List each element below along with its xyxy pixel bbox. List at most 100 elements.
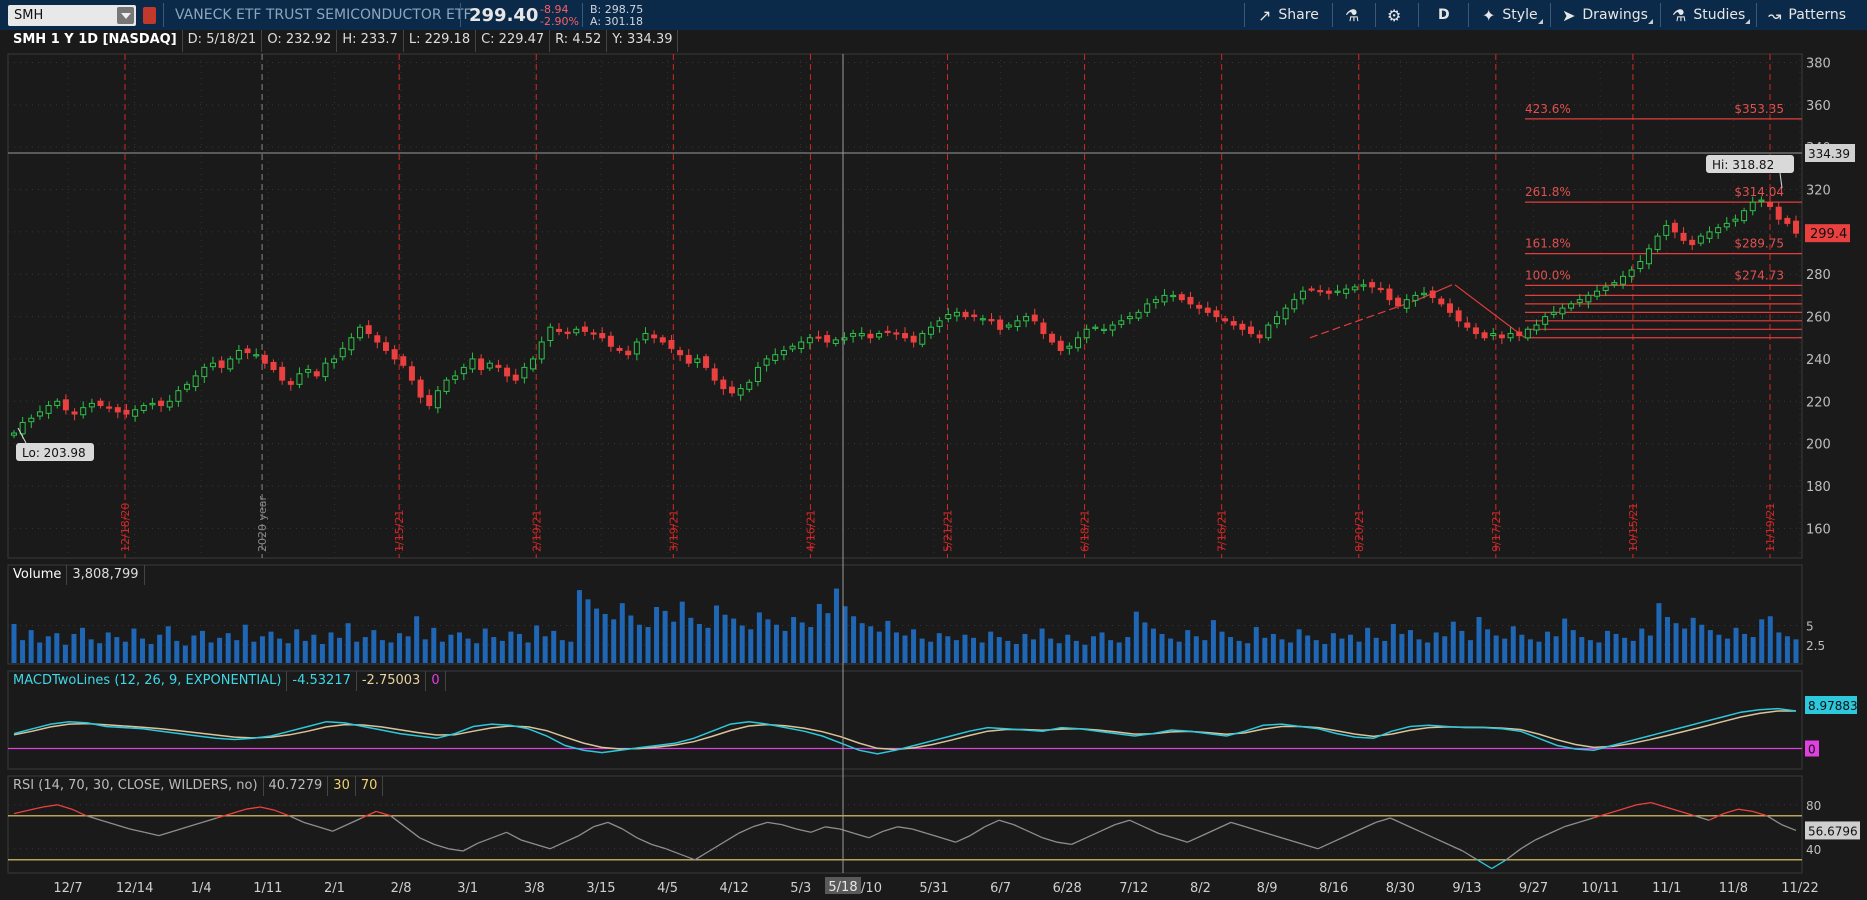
volume-bar [722, 614, 728, 663]
volume-bar [1733, 627, 1739, 663]
rsi-segment [984, 819, 1000, 828]
candle-body [88, 402, 95, 408]
rsi-segment [1057, 841, 1072, 846]
volume-bar [1339, 638, 1345, 663]
volume-bar [808, 627, 814, 663]
candle-body [1585, 294, 1592, 303]
aggregation-button[interactable]: D [1438, 0, 1450, 30]
chart-title: SMH 1 Y 1D [NASDAQ] [8, 30, 183, 52]
x-tick-label: 9/13 [1452, 881, 1481, 896]
volume-bar [851, 616, 857, 663]
fib-price-label: $289.75 [1734, 237, 1784, 251]
candle-body [478, 358, 485, 371]
candle-body [1524, 328, 1531, 339]
flag-icon[interactable] [143, 7, 156, 24]
rsi-label: RSI (14, 70, 30, CLOSE, WILDERS, no) [8, 776, 264, 796]
candle-body [1291, 299, 1298, 310]
rsi-segment [607, 821, 623, 830]
rsi-segment [71, 808, 87, 817]
volume-bar [1776, 632, 1782, 663]
volume-bar [1279, 639, 1285, 663]
volume-bar [182, 645, 188, 663]
volume-bar [1313, 640, 1319, 663]
x-tick-label: 8/30 [1386, 881, 1415, 896]
volume-bar [688, 617, 694, 663]
volume-bar [773, 624, 779, 663]
candle-body [677, 350, 684, 356]
candle-body [106, 406, 113, 409]
volume-bar [1262, 637, 1268, 663]
volume-bar [319, 643, 325, 663]
ask-price: A: 301.18 [590, 15, 644, 28]
volume-bar [1587, 640, 1593, 663]
drawings-button[interactable]: ➤ Drawings [1562, 0, 1653, 30]
volume-bar [1485, 629, 1491, 663]
volume-bar [45, 636, 51, 663]
candle-body [1031, 314, 1038, 322]
studies-button[interactable]: ⚗ Studies [1672, 0, 1751, 30]
rsi-segment [1375, 817, 1391, 824]
candle-body [443, 379, 450, 392]
rsi-segment [1419, 830, 1435, 839]
rsi-segment [998, 819, 1014, 826]
x-tick-label: 9/27 [1519, 881, 1548, 896]
volume-bar [174, 640, 180, 663]
rsi-segment [1665, 806, 1681, 813]
rsi-segment [1129, 819, 1145, 828]
candle-body [754, 366, 761, 382]
x-tick-label: 5/3 [790, 881, 811, 896]
rsi-segment [332, 824, 348, 832]
rsi-segment [1694, 815, 1710, 821]
style-button[interactable]: ✦ Style [1482, 0, 1543, 30]
symbol-dropdown-icon[interactable] [117, 7, 134, 24]
net-change-percent: -2.90% [540, 15, 579, 28]
volume-bar [20, 640, 26, 663]
candle-body [62, 399, 69, 411]
symbol-input[interactable]: SMH [8, 5, 136, 26]
rsi-segment [897, 826, 913, 830]
volume-bar [414, 616, 420, 663]
high-label: Hi: 318.82 [1712, 158, 1774, 172]
patterns-button[interactable]: ↝ Patterns [1768, 0, 1846, 30]
volume-bar [1536, 641, 1542, 663]
candle-body [1204, 307, 1211, 313]
volume-bar [1476, 617, 1482, 663]
candle-body [1273, 316, 1280, 325]
volume-bar [1108, 640, 1114, 663]
share-button[interactable]: ↗ Share [1258, 0, 1319, 30]
candle-body [1602, 286, 1609, 291]
volume-bar [285, 643, 291, 663]
volume-bar [1228, 637, 1234, 663]
flask-button[interactable]: ⚗ [1345, 0, 1366, 30]
x-tick-label: 8/2 [1190, 881, 1211, 896]
volume-bar [422, 639, 428, 663]
volume-bar [1425, 642, 1431, 663]
volume-bar [534, 625, 540, 663]
rsi-segment [260, 806, 275, 811]
volume-bar [636, 624, 642, 663]
candle-body [1576, 299, 1583, 303]
candle-body [1481, 332, 1488, 339]
candle-body [1706, 231, 1713, 239]
candle-body [1377, 287, 1384, 291]
style-label: Style [1502, 7, 1538, 23]
info-high: H: 233.7 [337, 30, 404, 52]
rsi-segment [752, 821, 768, 828]
info-close: C: 229.47 [476, 30, 551, 52]
y-tick-label: 320 [1806, 184, 1831, 199]
candle-body [417, 379, 424, 398]
settings-button[interactable]: ⚙ [1387, 0, 1408, 30]
candle-body [209, 362, 216, 368]
volume-bar [97, 643, 103, 663]
volume-bar [1090, 636, 1096, 663]
volume-bar [568, 641, 574, 663]
rsi-segment [1433, 837, 1449, 845]
share-label: Share [1278, 7, 1319, 23]
cursor-date-box [825, 877, 861, 894]
high-label-box [1706, 155, 1794, 173]
volume-bar [585, 599, 591, 663]
candle-body [1049, 333, 1056, 343]
rsi-segment [1390, 817, 1406, 826]
candle-body [893, 332, 900, 335]
